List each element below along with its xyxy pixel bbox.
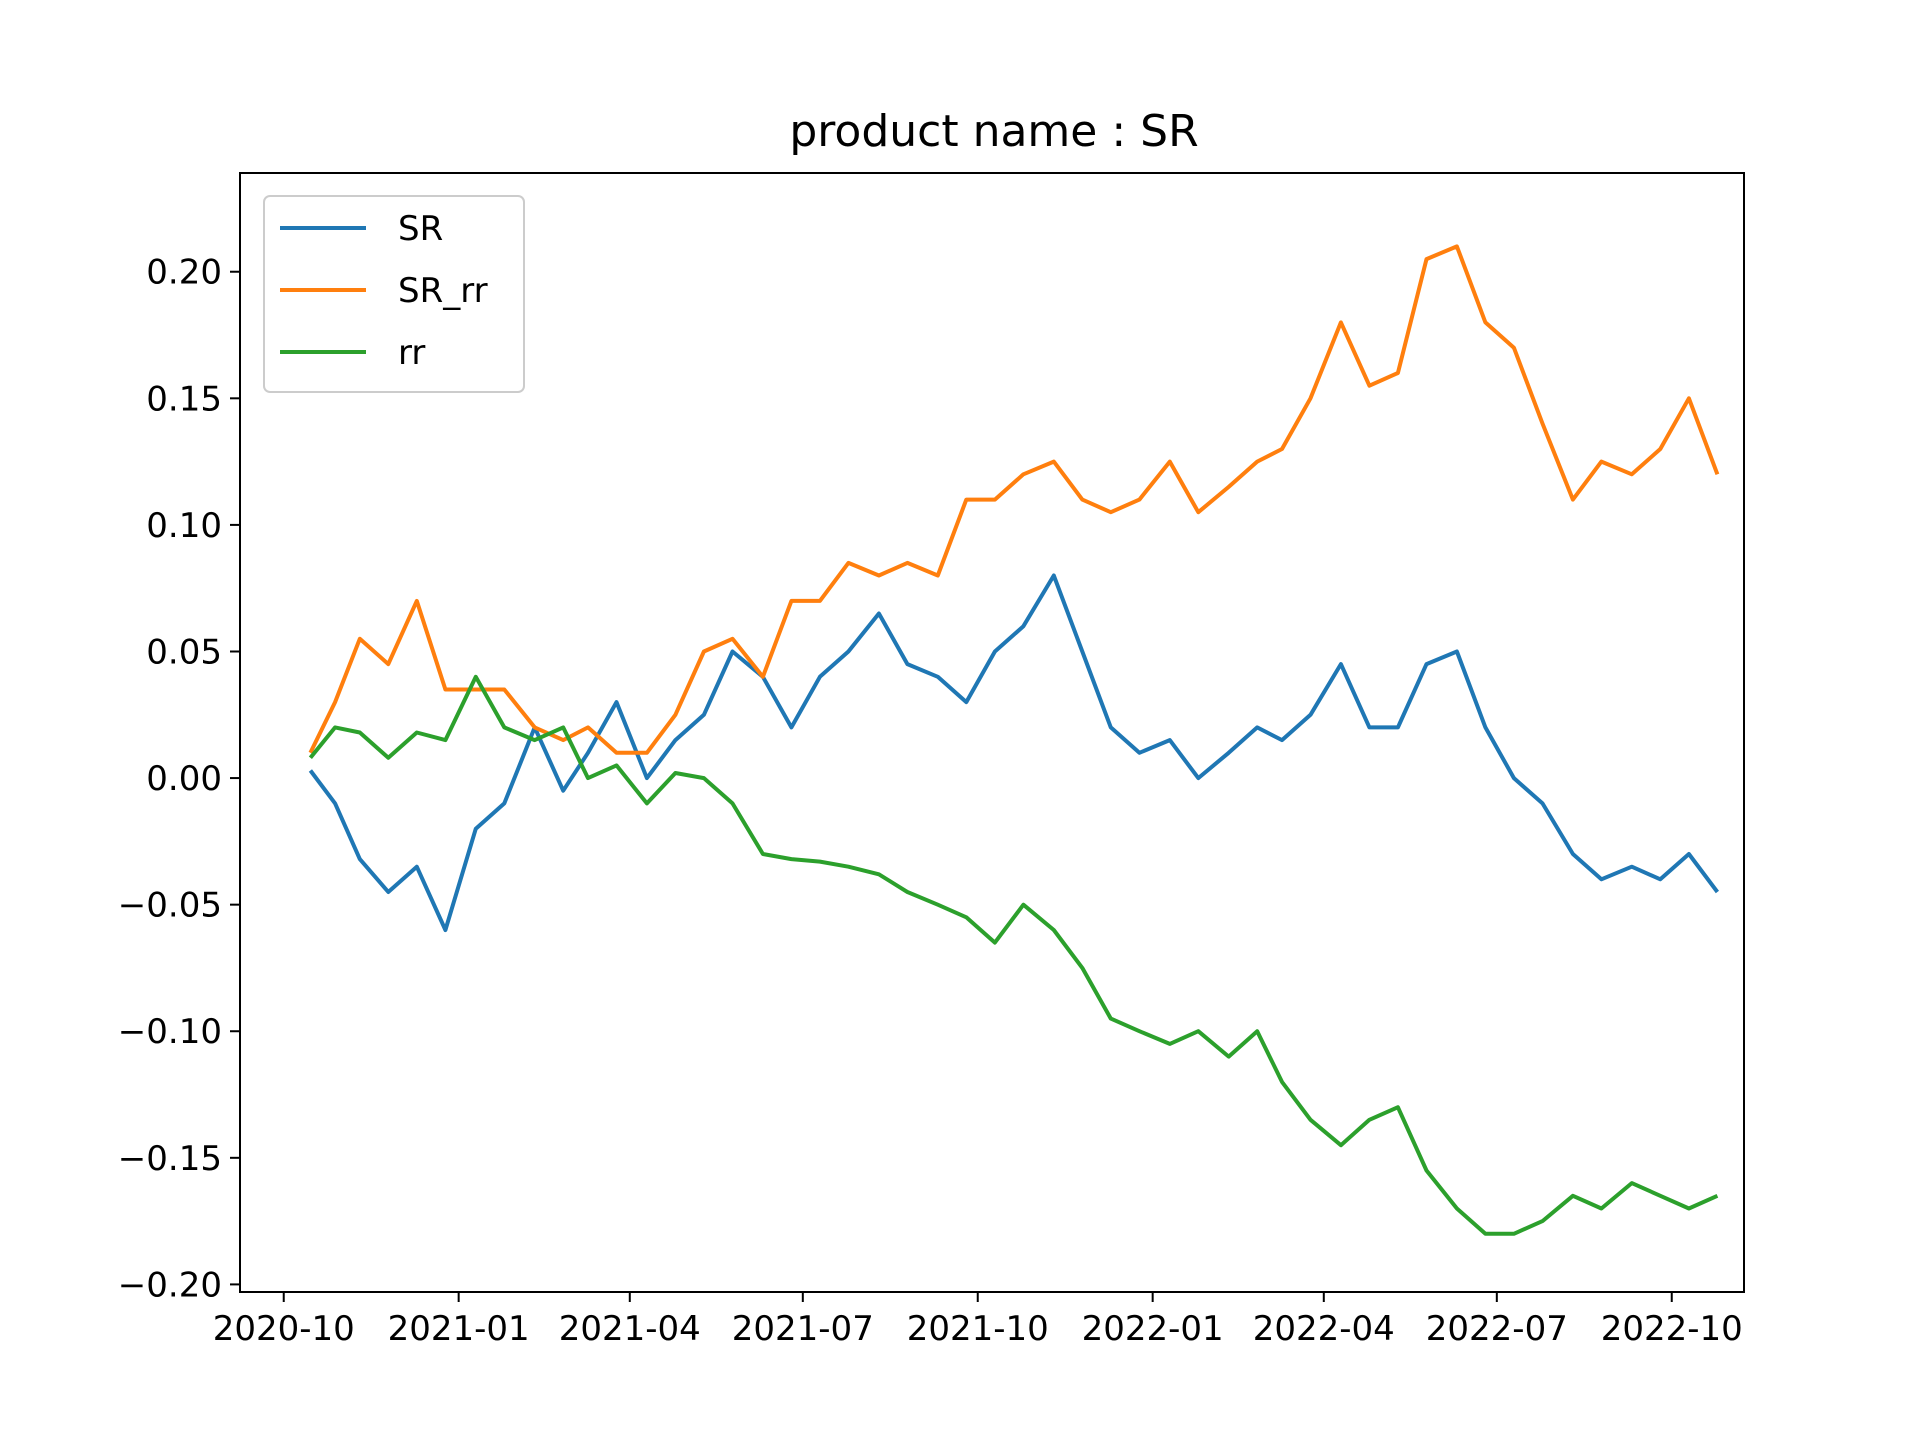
plot-frame (239, 172, 1745, 1293)
series-line-sr-rr (308, 244, 1720, 755)
y-tick-label: 0.20 (146, 253, 222, 293)
x-tick-label: 2022-10 (1601, 1309, 1743, 1349)
x-tick-label: 2020-10 (213, 1309, 355, 1349)
legend-label: SR_rr (398, 271, 488, 311)
y-tick-label: 0.15 (146, 379, 222, 419)
series-line-rr (308, 674, 1719, 1236)
y-tick-label: −0.10 (118, 1012, 222, 1052)
legend-label: rr (398, 333, 425, 373)
chart-title: product name : SR (789, 106, 1198, 157)
y-tick-label: −0.20 (118, 1265, 222, 1305)
y-tick-label: −0.05 (118, 886, 222, 926)
x-tick-label: 2022-04 (1253, 1309, 1395, 1349)
x-tick-label: 2021-07 (732, 1309, 874, 1349)
x-tick-label: 2022-01 (1082, 1309, 1224, 1349)
x-tick-label: 2021-01 (388, 1309, 530, 1349)
y-axis: 0.20 0.15 0.10 0.05 0.00 −0.05 −0.10 −0.15 −0.20 (118, 253, 240, 1305)
y-tick-label: 0.05 (146, 632, 222, 672)
x-axis: 2020-10 2021-01 2021-04 2021-07 2021-10 2022-… (213, 1292, 1743, 1349)
y-tick-label: −0.15 (118, 1139, 222, 1179)
legend-label: SR (398, 209, 443, 249)
x-tick-label: 2022-07 (1426, 1309, 1568, 1349)
y-tick-label: 0.00 (146, 759, 222, 799)
legend-box (263, 195, 525, 393)
x-tick-label: 2021-10 (907, 1309, 1049, 1349)
x-tick-label: 2021-04 (559, 1309, 701, 1349)
y-tick-label: 0.10 (146, 506, 222, 546)
series-layer (308, 244, 1720, 1236)
